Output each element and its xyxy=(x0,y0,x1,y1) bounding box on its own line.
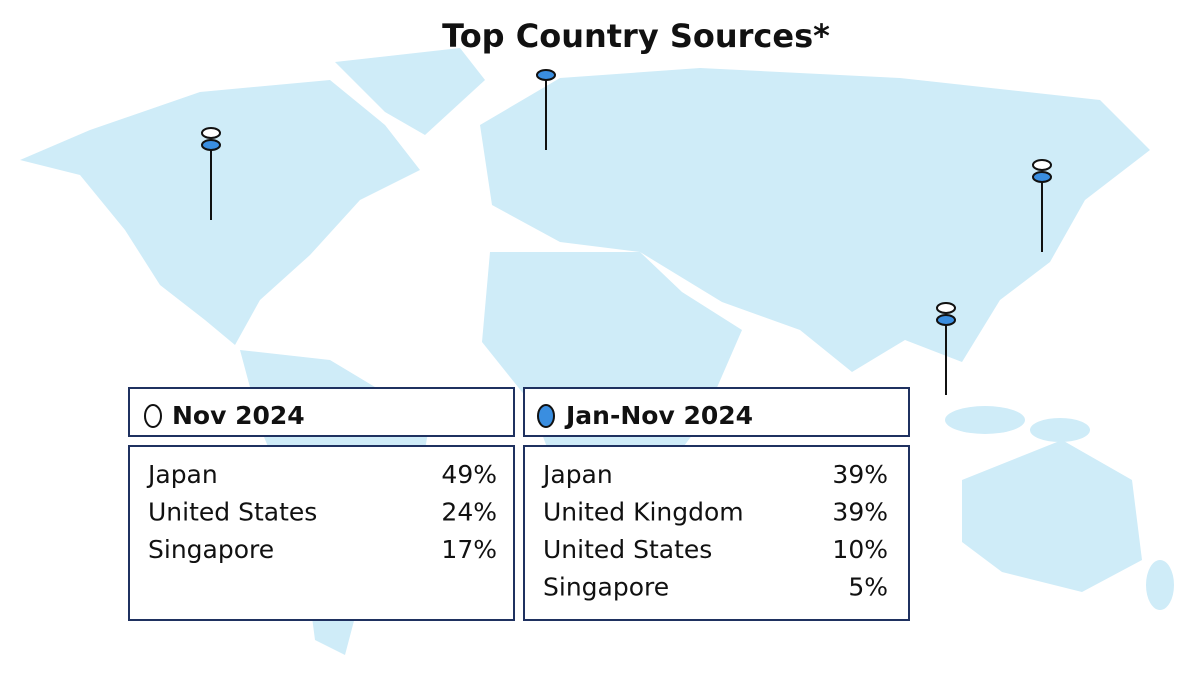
share-percent: 39% xyxy=(832,498,888,527)
share-percent: 10% xyxy=(832,535,888,564)
country-name: Singapore xyxy=(543,573,669,602)
panel-body-box xyxy=(128,445,515,621)
legend-icon-filled xyxy=(537,404,555,428)
legend-icon-open xyxy=(144,404,162,428)
share-percent: 24% xyxy=(441,498,497,527)
panel-header: Nov 2024 xyxy=(172,401,305,430)
country-name: Japan xyxy=(146,460,218,489)
panel: Nov 2024 xyxy=(128,387,515,621)
panel-body-box xyxy=(523,445,910,621)
panel-header: Jan-Nov 2024 xyxy=(564,401,753,430)
country-name: United States xyxy=(148,498,317,527)
country-name: Japan xyxy=(541,460,613,489)
title: Top Country Sources* xyxy=(442,17,830,55)
share-percent: 5% xyxy=(848,573,888,602)
country-name: Singapore xyxy=(148,535,274,564)
share-percent: 17% xyxy=(441,535,497,564)
country-name: United States xyxy=(543,535,712,564)
country-name: United Kingdom xyxy=(543,498,744,527)
map-pins xyxy=(201,69,1052,395)
panel-header-box xyxy=(128,387,515,437)
panel: Jan-Nov 2024 xyxy=(523,387,910,621)
share-percent: 39% xyxy=(832,460,888,489)
share-percent: 49% xyxy=(441,460,497,489)
panel-header-box xyxy=(523,387,910,437)
